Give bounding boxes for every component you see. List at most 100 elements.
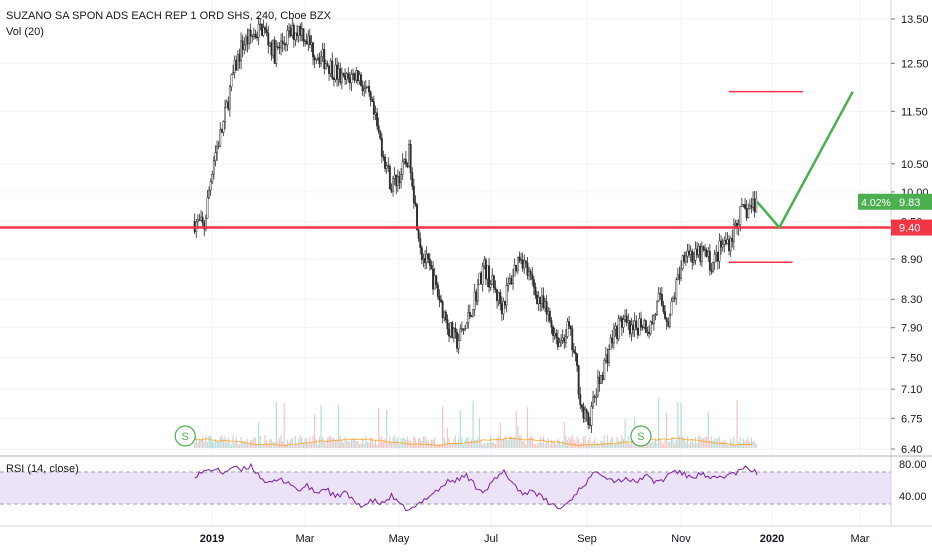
candle-body: [320, 56, 323, 65]
candle-body: [208, 189, 211, 198]
candle-body: [289, 27, 292, 36]
volume-bar: [520, 435, 522, 448]
volume-bar: [435, 444, 437, 448]
volume-bar: [320, 404, 322, 448]
candle-body: [379, 131, 382, 139]
volume-bar: [509, 436, 511, 448]
volume-bar: [272, 441, 274, 448]
candle-body: [240, 40, 243, 62]
candle-body: [374, 112, 377, 115]
candle-body: [233, 60, 236, 73]
candle-body: [484, 259, 487, 280]
candle-body: [587, 412, 590, 425]
candle-body: [651, 321, 654, 324]
candle-body: [502, 301, 505, 314]
candle-body: [256, 36, 259, 39]
candle-body: [267, 32, 270, 46]
symbol-title: SUZANO SA SPON ADS EACH REP 1 ORD SHS, 2…: [6, 10, 332, 22]
volume-bar: [736, 400, 738, 448]
volume-bar: [482, 444, 484, 448]
candle-body: [526, 262, 529, 276]
candle-body: [339, 68, 342, 83]
volume-bar: [701, 438, 703, 448]
candle-body: [425, 253, 428, 264]
volume-bar: [674, 443, 676, 448]
volume-bar: [475, 439, 477, 448]
candle-body: [404, 159, 407, 164]
volume-bar: [626, 441, 628, 448]
candle-body: [612, 328, 615, 344]
candle-body: [443, 311, 446, 318]
volume-bar: [208, 435, 210, 448]
volume-bar: [334, 440, 337, 448]
candle-body: [326, 63, 329, 66]
candle-body: [310, 42, 313, 45]
candle-body: [211, 173, 214, 182]
candle-body: [632, 324, 635, 331]
volume-bar: [424, 435, 426, 448]
candle-body: [224, 106, 227, 122]
candle-body: [268, 42, 271, 46]
candle-body: [488, 265, 491, 288]
volume-bar: [586, 443, 588, 448]
volume-bar: [214, 438, 217, 448]
volume-bar: [262, 443, 265, 448]
volume-bar: [754, 441, 756, 448]
volume-bar: [504, 435, 506, 448]
candle-body: [270, 42, 273, 56]
candle-body: [243, 44, 246, 50]
volume-bar: [498, 436, 500, 448]
candle-body: [680, 268, 683, 279]
candle-body: [201, 216, 204, 224]
volume-bar: [318, 436, 321, 448]
candle-body: [390, 188, 393, 192]
candle-body: [662, 305, 665, 312]
volume-bar: [667, 442, 669, 448]
candle-body: [312, 42, 315, 58]
candle-body: [755, 198, 758, 213]
candle-body: [336, 64, 339, 80]
volume-bar: [376, 444, 378, 448]
candle-body: [411, 172, 414, 187]
volume-bar: [315, 439, 317, 448]
candle-body: [715, 251, 718, 255]
volume-bar: [194, 442, 196, 448]
candle-body: [648, 331, 651, 335]
candle-body: [504, 301, 507, 306]
candle-body: [641, 326, 644, 329]
volume-bar: [501, 438, 503, 448]
volume-bar: [576, 436, 578, 448]
volume-bar: [307, 443, 309, 448]
volume-bar: [438, 444, 441, 448]
candle-body: [273, 39, 276, 64]
candle-body: [556, 337, 559, 347]
candle-body: [580, 404, 583, 408]
candle-body: [713, 253, 716, 263]
candle-body: [620, 317, 623, 328]
volume-bar: [664, 440, 666, 448]
volume-bar: [534, 444, 537, 448]
candle-body: [416, 204, 419, 231]
candle-body: [478, 272, 481, 285]
volume-bar: [398, 444, 401, 448]
volume-bar: [373, 444, 375, 448]
volume-bar: [686, 436, 689, 448]
volume-bar: [549, 444, 551, 448]
volume-bar: [483, 442, 485, 448]
candle-body: [323, 48, 326, 69]
volume-bar: [728, 443, 730, 448]
volume-layer: [194, 397, 757, 448]
candle-body: [342, 72, 345, 76]
candle-body: [281, 40, 284, 44]
candle-body: [222, 121, 225, 133]
candle-body: [235, 60, 238, 71]
candle-body: [398, 176, 401, 183]
candle-body: [452, 327, 455, 339]
volume-bar: [326, 438, 329, 448]
candle-body: [352, 73, 355, 75]
candle-body: [600, 375, 603, 384]
candle-body: [676, 274, 679, 280]
candle-body: [702, 246, 705, 250]
volume-bar: [725, 440, 727, 448]
